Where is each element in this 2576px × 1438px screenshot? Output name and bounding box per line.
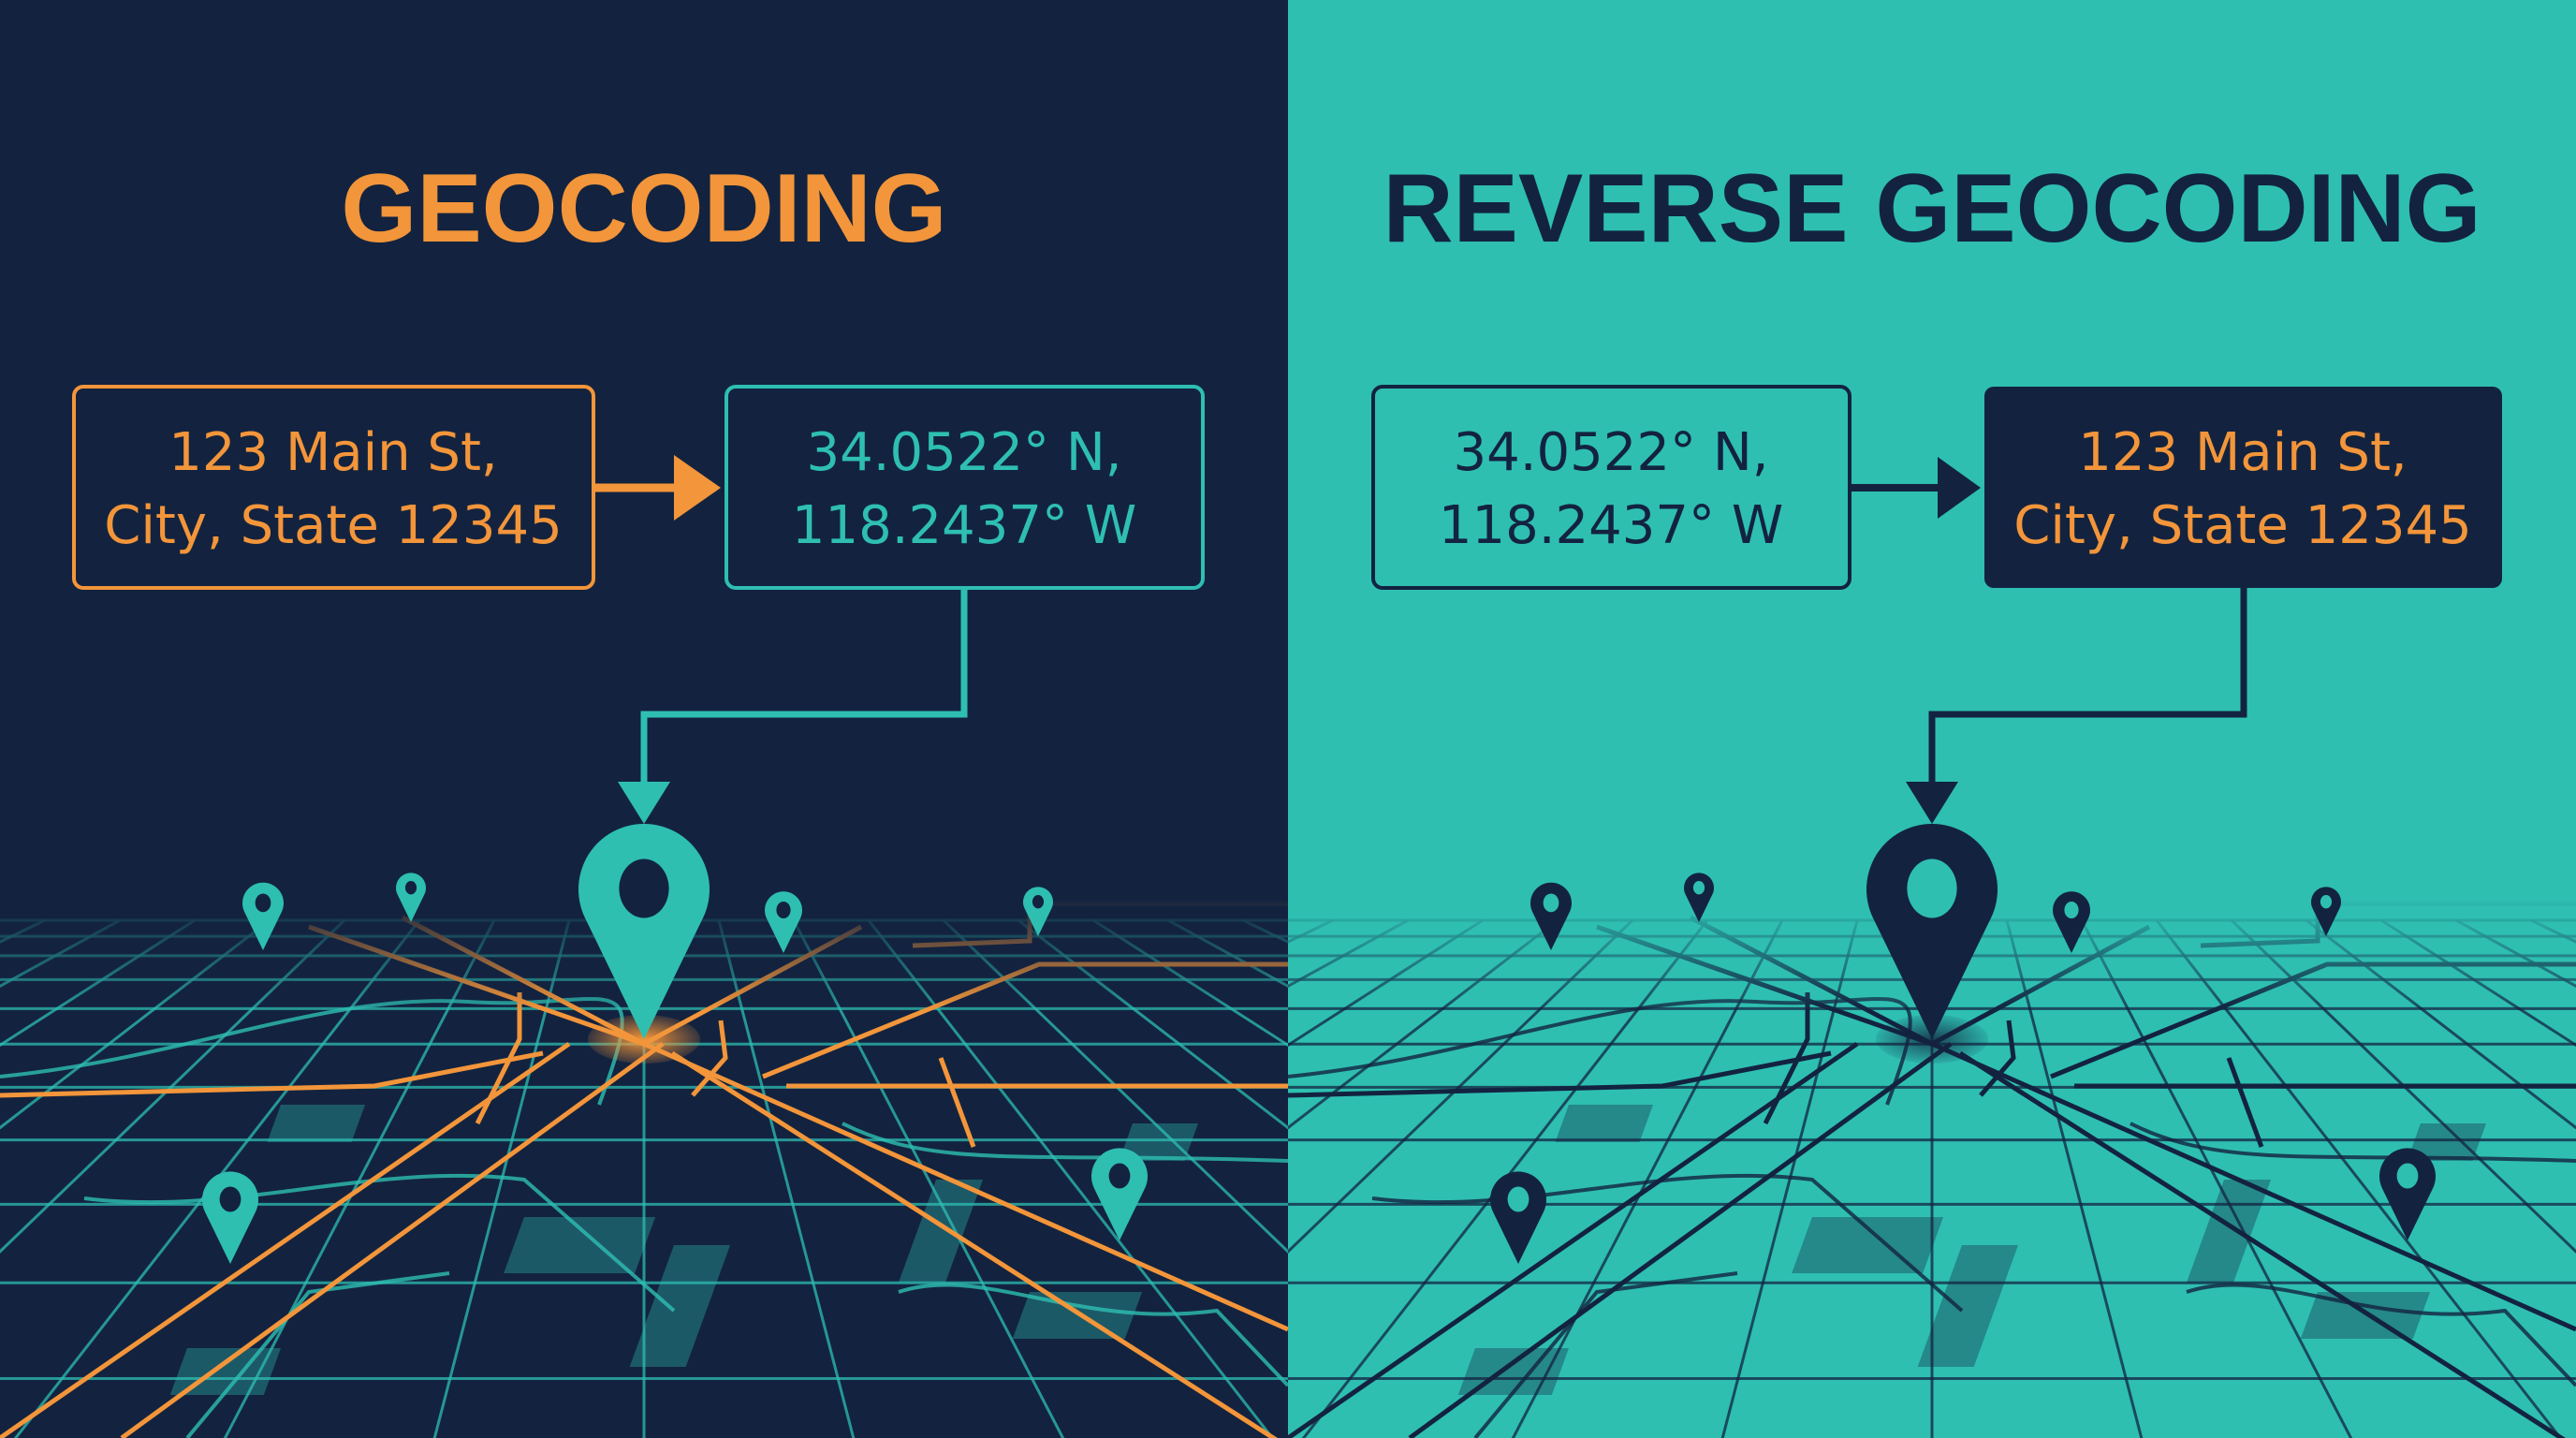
- city-block: [629, 1245, 730, 1367]
- street: [1473, 1271, 1738, 1438]
- street: [2186, 1283, 2576, 1387]
- connector-arrow-icon: [1906, 588, 2247, 824]
- main-road: [0, 1050, 544, 1098]
- city-block: [1555, 1105, 1653, 1142]
- map-pin-icon: [242, 882, 284, 950]
- main-road: [691, 1020, 728, 1097]
- map-pin-icon: [1866, 823, 1998, 1039]
- map-pin-icon: [765, 891, 802, 953]
- main-road: [938, 1057, 976, 1148]
- main-road: [642, 1041, 1288, 1332]
- city-block: [2186, 1180, 2272, 1283]
- map-pin-icon: [1530, 882, 1572, 950]
- coordinates-box: 34.0522° N, 118.2437° W: [724, 385, 1205, 590]
- map-pin-icon: [1091, 1148, 1148, 1240]
- main-road: [1979, 1020, 2016, 1097]
- main-road: [0, 1041, 571, 1438]
- main-road: [1958, 1050, 2567, 1438]
- arrow-right-icon: [1850, 457, 1981, 519]
- coordinates-box: 34.0522° N, 118.2437° W: [1371, 385, 1852, 590]
- city-block: [504, 1217, 656, 1273]
- city-block: [1012, 1292, 1142, 1339]
- main-road: [670, 1050, 1279, 1438]
- main-road: [2226, 1057, 2264, 1148]
- map-pin-icon: [1490, 1171, 1547, 1264]
- street: [842, 1122, 1288, 1163]
- connector-arrow-icon: [618, 588, 968, 824]
- arrow-right-icon: [593, 455, 721, 521]
- main-road: [1288, 1050, 1832, 1098]
- street: [898, 1283, 1288, 1387]
- main-road: [1930, 1041, 2576, 1332]
- map-pin-icon: [1684, 873, 1714, 922]
- map-pin-icon: [2379, 1148, 2436, 1240]
- address-box: 123 Main St, City, State 12345: [1984, 387, 2502, 588]
- latitude: 34.0522° N,: [1453, 422, 1768, 483]
- street: [2130, 1122, 2576, 1163]
- city-block: [2300, 1292, 2430, 1339]
- city-block: [267, 1105, 365, 1142]
- longitude: 118.2437° W: [792, 495, 1136, 556]
- map-pin-icon: [2311, 887, 2341, 936]
- address-line-1: 123 Main St,: [2078, 422, 2407, 483]
- city-block: [2407, 1123, 2486, 1161]
- map-pin-icon: [578, 823, 710, 1039]
- latitude: 34.0522° N,: [806, 422, 1121, 483]
- city-block: [1792, 1217, 1943, 1273]
- map-pin-icon: [396, 873, 427, 922]
- city-block: [1917, 1245, 2018, 1367]
- address-box: 123 Main St, City, State 12345: [72, 385, 595, 590]
- map-pin-icon: [1023, 887, 1053, 936]
- panel-title: REVERSE GEOCODING: [1383, 154, 2481, 263]
- map-pin-icon: [202, 1171, 258, 1264]
- street-map: [1288, 899, 2576, 1438]
- panel-title: GEOCODING: [341, 154, 946, 263]
- main-road: [120, 1041, 665, 1438]
- longitude: 118.2437° W: [1439, 495, 1783, 556]
- city-block: [898, 1180, 983, 1283]
- main-road: [1408, 1041, 1953, 1438]
- address-line-1: 123 Main St,: [168, 422, 497, 483]
- map-pin-icon: [2053, 891, 2090, 953]
- main-road: [1288, 1041, 1859, 1438]
- address-line-2: City, State 12345: [2013, 495, 2472, 556]
- street: [185, 1271, 450, 1438]
- city-block: [1119, 1123, 1198, 1161]
- address-line-2: City, State 12345: [104, 495, 563, 556]
